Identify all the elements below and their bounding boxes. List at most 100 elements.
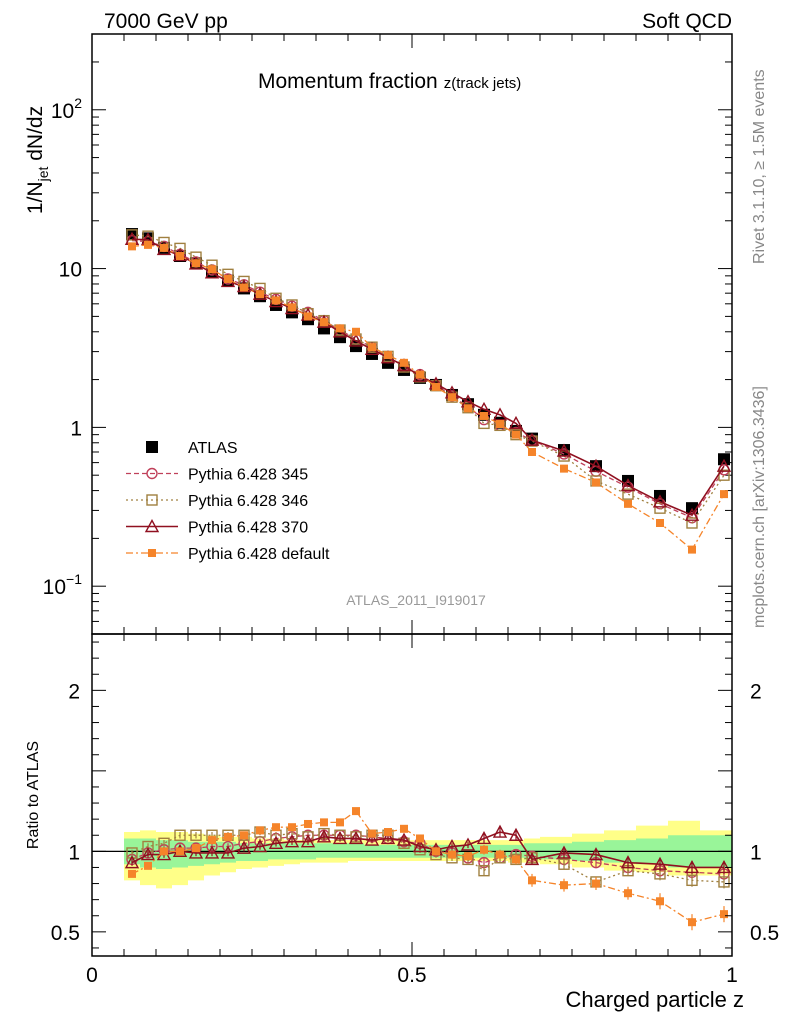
legend-entry-pythia-370: Pythia 6.428 370 [126, 519, 308, 537]
pythia-default-ratio-point [320, 818, 328, 827]
x-tick-label: 0.5 [397, 964, 426, 987]
pythia-370-ratio-point [492, 824, 508, 838]
pythia-default-point [560, 464, 568, 473]
pythia-default-ratio-point [192, 844, 200, 853]
pythia-370-ratio-point [220, 845, 236, 859]
ratio-frame [91, 633, 733, 957]
pythia-default-ratio-point [384, 828, 392, 837]
y-tick-label: 102 [51, 95, 82, 123]
pythia-370-ratio-point [364, 832, 380, 846]
pythia-default-ratio-point [256, 826, 264, 835]
ratio-y-tick-label: 0.5 [51, 922, 80, 945]
pythia-370-ratio-point [284, 834, 300, 848]
pythia-370-point [652, 494, 668, 508]
pythia-default-ratio-point [688, 918, 696, 927]
pythia-370-ratio-point [396, 832, 412, 846]
pythia-346-ratio-point [718, 876, 730, 888]
pythia-default-point [592, 478, 600, 487]
pythia-default-ratio-point [160, 847, 168, 856]
pythia-346-ratio-point [238, 829, 250, 841]
main-series [124, 228, 732, 554]
pythia-default-ratio-point [176, 847, 184, 856]
x-tick-label: 0 [86, 964, 98, 987]
pythia-default-ratio-point [624, 889, 632, 898]
ratio-ylabel: Ratio to ATLAS [25, 741, 42, 849]
pythia-default-ratio-point [352, 807, 360, 816]
pythia-default-point [368, 343, 376, 352]
pythia-346-point [654, 502, 666, 514]
pythia-370-ratio-point [588, 847, 604, 861]
ratio-y-tick-label-right: 1 [750, 841, 762, 864]
pythia-default-point [624, 499, 632, 508]
pythia-default-ratio-point [304, 819, 312, 828]
pythia-default-ratio-point [336, 818, 344, 827]
pythia-default-ratio-point [528, 876, 536, 885]
y-tick-label: 1 [70, 417, 82, 440]
legend-marker [148, 549, 156, 557]
legend-entry-pythia-default: Pythia 6.428 default [126, 546, 330, 563]
x-axis-label: Charged particle z [565, 987, 744, 1012]
ratio-series-pythia-default [128, 807, 728, 931]
pythia-346-ratio-point [686, 874, 698, 887]
legend-label: Pythia 6.428 default [188, 546, 330, 563]
pythia-default-line [131, 244, 725, 551]
pythia-370-line [131, 238, 725, 517]
pythia-370-ratio-point [556, 845, 572, 859]
pythia-default-point [496, 420, 504, 429]
pythia-370-ratio-point [268, 835, 284, 849]
pythia-370-ratio-point [300, 834, 316, 848]
header-right: Soft QCD [642, 10, 732, 33]
pythia-346-ratio-point [558, 858, 570, 870]
pythia-346-ratio-point [190, 829, 202, 841]
legend-marker [146, 467, 158, 480]
pythia-346-ratio-point [174, 829, 186, 841]
pythia-default-point [320, 318, 328, 327]
pythia-default-point [512, 430, 520, 439]
pythia-default-ratio-point [400, 824, 408, 833]
pythia-346-point [462, 402, 474, 414]
pythia-370-point [588, 458, 604, 472]
pythia-370-point [620, 478, 636, 492]
pythia-default-point [192, 259, 200, 268]
pythia-default-ratio-point [208, 836, 216, 845]
pythia-default-ratio-point [288, 823, 296, 832]
legend-label: Pythia 6.428 345 [188, 467, 308, 484]
pythia-370-ratio-point [620, 855, 636, 869]
pythia-default-point [144, 240, 152, 249]
pythia-default-ratio-point [128, 869, 136, 878]
pythia-default-point [656, 518, 664, 527]
pythia-default-ratio-point [560, 881, 568, 890]
pythia-default-point [448, 393, 456, 402]
pythia-default-point [160, 243, 168, 252]
legend-label: Pythia 6.428 370 [188, 520, 308, 537]
mcplots-label: mcplots.cern.ch [arXiv:1306.3436] [751, 386, 768, 628]
rivet-label: Rivet 3.1.10, ≥ 1.5M events [751, 69, 768, 264]
pythia-370-ratio-point [188, 845, 204, 859]
pythia-default-point [272, 296, 280, 305]
pythia-default-ratio-point [512, 855, 520, 864]
pythia-370-ratio-point [508, 827, 524, 841]
pythia-370-ratio-point [476, 831, 492, 845]
pythia-370-ratio-point [652, 856, 668, 870]
pythia-370-ratio-point [252, 839, 268, 853]
series-pythia-default [128, 240, 728, 554]
pythia-346-ratio-point [510, 853, 522, 866]
pythia-370-ratio-point [412, 839, 428, 853]
pythia-default-ratio-point [432, 847, 440, 856]
pythia-default-ratio-point [224, 832, 232, 841]
pythia-default-ratio-point [368, 829, 376, 838]
pythia-346-ratio-point [478, 864, 490, 877]
legend-label: Pythia 6.428 346 [188, 493, 308, 510]
legend-marker [146, 494, 158, 506]
pythia-370-ratio-point [204, 845, 220, 859]
pythia-default-point [528, 447, 536, 456]
pythia-370-ratio-point [524, 851, 540, 866]
pythia-default-ratio-point [720, 910, 728, 919]
main-panel: 10−1 1 10 102 Momentum fraction z(track jets… [24, 33, 733, 635]
pythia-default-point [128, 242, 136, 251]
pythia-370-point [508, 415, 524, 430]
pythia-370-ratio-point [460, 837, 476, 851]
pythia-370-ratio-point [684, 859, 700, 874]
pythia-default-ratio-point [592, 879, 600, 888]
